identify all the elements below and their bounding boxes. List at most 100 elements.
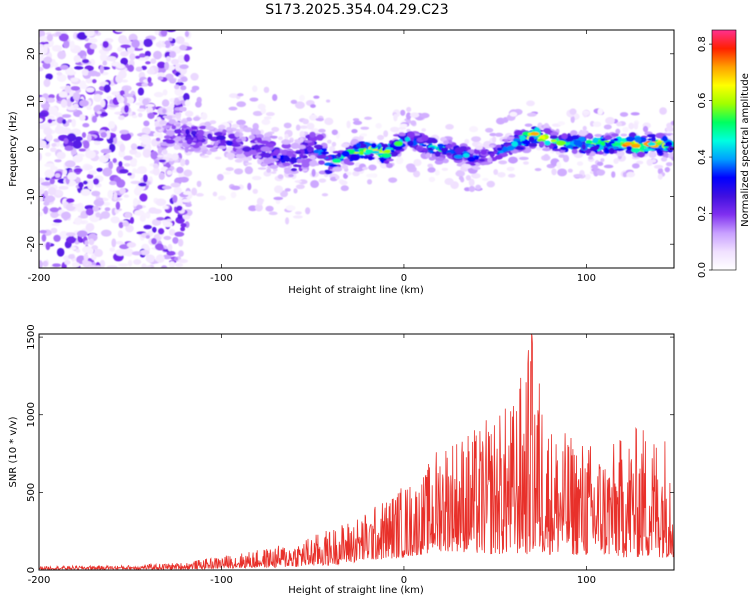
spectrogram-cell [428, 176, 436, 183]
spectrogram-cell [96, 167, 103, 172]
spectrogram-cell [419, 112, 430, 119]
spectrogram-cell [178, 140, 184, 144]
spectrogram-cell [141, 139, 152, 145]
spectrogram-cell [176, 166, 184, 174]
spectrogram-cell [281, 139, 291, 145]
spectrogram-cell [244, 166, 253, 175]
spectrogram-cell [76, 177, 81, 182]
spectrogram-cell [39, 152, 42, 162]
spectrogram-cell [158, 172, 165, 180]
spectrogram-cell [486, 180, 495, 188]
spectrogram-cell [93, 248, 103, 258]
spectrogram-cell [230, 191, 237, 199]
spectrogram-cell [142, 174, 148, 183]
spectrogram-cell [39, 185, 48, 190]
spectrogram-cell [321, 193, 329, 197]
spectrogram-cell [219, 143, 226, 147]
spectrogram-cell [141, 263, 147, 268]
spectrogram-cell [248, 205, 258, 212]
spectrogram-cell [573, 173, 584, 178]
spectrogram-cell [180, 226, 186, 232]
spectrogram-cell [259, 140, 270, 145]
spectrogram-cell [153, 50, 162, 60]
spectrogram-cell [206, 150, 212, 156]
spectrogram-cell [494, 132, 504, 137]
spectrogram-cell [185, 129, 190, 135]
spectrogram-cell [341, 164, 349, 170]
spectrogram-cell [161, 265, 168, 268]
spectrogram-cell [286, 150, 294, 157]
spectrogram-cell [614, 148, 625, 152]
spectrogram-cell [316, 134, 324, 141]
spectrogram-cell [51, 223, 60, 227]
spectrogram-cell [332, 166, 343, 172]
spectrogram-cell [51, 107, 59, 116]
spectrogram-cell [76, 32, 88, 41]
spectrogram-cell [608, 147, 615, 154]
spectrogram-cell [154, 120, 160, 128]
spectrogram-x-axis: -200 -100 0 100 [28, 30, 596, 284]
spectrogram-cell [129, 53, 136, 61]
spectrogram-cell [265, 143, 275, 148]
spectrogram-cell [69, 40, 75, 50]
spectrogram-cell [151, 226, 157, 233]
spectrogram-cell [89, 265, 97, 268]
spectrogram-cell [526, 112, 537, 117]
spectrogram-cell [135, 55, 141, 59]
spectrogram-cell [85, 150, 96, 159]
spectrogram-cell [119, 143, 126, 153]
spectrogram-cell [81, 68, 90, 76]
spectrogram-cell [103, 84, 111, 93]
spectrogram-cell [556, 140, 566, 146]
spectrogram-cell [239, 124, 245, 129]
spectrogram-cell [324, 170, 333, 174]
spectrogram-cell [427, 167, 436, 173]
spectrogram-cell [284, 168, 292, 175]
spectrogram-cell [115, 241, 124, 245]
spectrogram-cell [241, 157, 249, 161]
spectrogram-cell [172, 237, 179, 244]
spectrogram-cell [434, 150, 441, 157]
spectrogram-cell [39, 260, 43, 268]
spectrogram-cell [302, 118, 309, 125]
spectrogram-cell [82, 59, 90, 64]
spectrogram-cell [111, 238, 117, 248]
spectrogram-cell [88, 238, 95, 246]
spectrogram-cell [431, 138, 438, 144]
spectrogram-cell [199, 125, 207, 130]
spectrogram-cell [171, 125, 177, 130]
spectrogram-cell [155, 137, 161, 142]
spectrogram-cell [263, 86, 270, 93]
spectrogram-cell [494, 154, 503, 160]
spectrogram-cell [583, 111, 590, 116]
spectrogram-cell [242, 127, 253, 133]
spectrogram-cell [176, 118, 182, 121]
spectrogram-cell [326, 99, 331, 103]
spectrogram-cell [174, 231, 185, 237]
snr-x-tick-label: -100 [210, 575, 233, 586]
spectrogram-cell [663, 144, 672, 147]
spectrogram-cell [164, 40, 171, 49]
spectrogram-cell [522, 161, 529, 165]
spectrogram-cell [62, 119, 67, 125]
spectrogram-cell [526, 100, 535, 107]
spectrogram-cell [642, 125, 649, 133]
spectrogram-y-tick-label: 10 [26, 95, 37, 108]
spectrogram-cell [659, 107, 667, 115]
spectrogram-cell [79, 114, 86, 122]
spectrogram-cell [191, 187, 198, 196]
spectrogram-cell [50, 210, 59, 219]
snr-y-tick-label: 1500 [26, 324, 37, 349]
spectrogram-cell [261, 118, 271, 126]
spectrogram-cell [440, 147, 448, 153]
spectrogram-cell [145, 103, 155, 108]
spectrogram-cell [131, 114, 138, 119]
spectrogram-cell [172, 194, 178, 203]
spectrogram-cell [138, 112, 143, 118]
spectrogram-cell [181, 124, 188, 129]
spectrogram-cell [626, 171, 636, 178]
spectrogram-cell [197, 129, 205, 136]
spectrogram-cell [233, 168, 244, 175]
spectrogram-cell [63, 137, 69, 144]
spectrogram-cell [67, 172, 78, 181]
